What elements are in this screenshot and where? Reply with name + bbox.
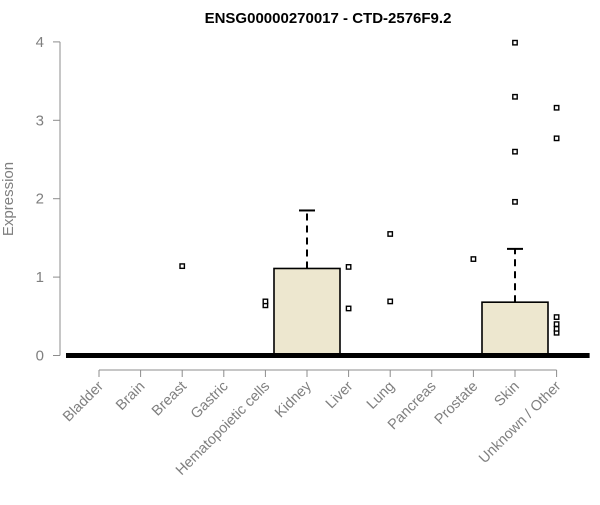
outlier-point — [553, 135, 560, 142]
outlier-point — [512, 93, 518, 100]
y-tick-label: 1 — [36, 269, 44, 286]
outlier-point — [553, 325, 560, 332]
box-body — [481, 301, 549, 357]
y-tick-label: 4 — [36, 34, 44, 51]
outlier-point — [345, 264, 352, 270]
plot-area — [66, 39, 590, 358]
y-tick-label: 2 — [36, 191, 44, 208]
outlier-point — [553, 104, 560, 111]
chart-title: ENSG00000270017 - CTD-2576F9.2 — [205, 10, 452, 27]
outlier-point — [387, 298, 394, 305]
box-lung — [357, 231, 424, 358]
outlier-point — [387, 231, 394, 237]
outlier-point — [179, 263, 186, 270]
outlier-point — [512, 198, 518, 205]
x-tick-label: Brain — [113, 379, 148, 414]
outlier-point — [262, 298, 269, 305]
box-breast — [149, 263, 216, 358]
outlier-point — [512, 148, 518, 155]
box-unknown-other — [523, 104, 590, 358]
x-tick-label: Breast — [149, 379, 190, 420]
x-tick-label: Liver — [323, 378, 357, 412]
x-tick-label: Bladder — [60, 378, 107, 425]
box-skin — [481, 39, 549, 358]
x-tick-label: Kidney — [272, 378, 315, 421]
y-tick-label: 3 — [36, 112, 44, 129]
y-axis-label: Expression — [0, 162, 17, 236]
y-axis: 0 1 2 3 4 — [36, 34, 61, 365]
x-tick-label: Lung — [364, 379, 398, 413]
box-kidney — [273, 209, 341, 358]
outlier-point — [553, 321, 560, 328]
outlier-point — [553, 314, 560, 320]
x-tick-label: Prostate — [432, 379, 481, 428]
outlier-point — [345, 305, 352, 312]
x-tick-label: Skin — [492, 379, 523, 410]
outlier-point — [470, 256, 477, 262]
outlier-point — [512, 39, 518, 46]
y-tick-label: 0 — [36, 348, 44, 365]
box-body — [273, 267, 341, 357]
